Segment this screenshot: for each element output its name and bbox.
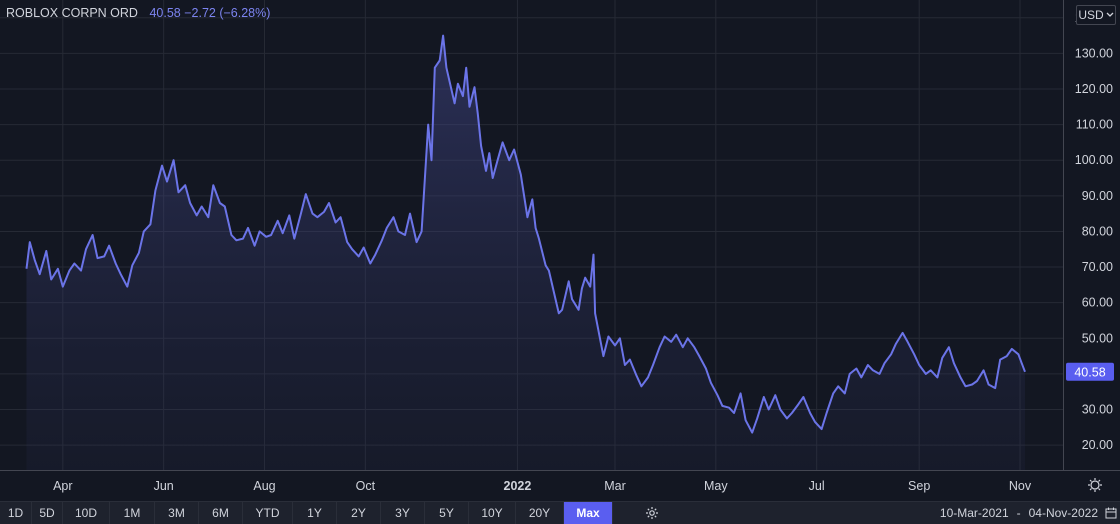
axis-settings-icon[interactable] <box>1088 478 1102 492</box>
last-value-badge <box>1066 362 1114 381</box>
range-button-max[interactable]: Max <box>564 502 613 524</box>
x-tick-label: Nov <box>1009 479 1032 493</box>
date-to[interactable]: 04-Nov-2022 <box>1028 506 1098 520</box>
currency-selector[interactable]: USD <box>1076 5 1116 25</box>
x-tick-label: Apr <box>53 479 72 493</box>
range-button-ytd[interactable]: YTD <box>243 502 293 524</box>
y-tick-label: 30.00 <box>1082 402 1113 416</box>
range-button-1d[interactable]: 1D <box>0 502 32 524</box>
range-button-3m[interactable]: 3M <box>155 502 199 524</box>
x-tick-label: Sep <box>908 479 930 493</box>
x-tick-label: 2022 <box>504 479 532 493</box>
date-separator: - <box>1016 506 1021 520</box>
x-tick-label: Jun <box>154 479 174 493</box>
y-tick-label: 130.00 <box>1075 46 1113 60</box>
range-button-1m[interactable]: 1M <box>110 502 155 524</box>
y-tick-label: 80.00 <box>1082 224 1113 238</box>
y-tick-label: 110.00 <box>1076 118 1113 132</box>
range-button-1y[interactable]: 1Y <box>293 502 337 524</box>
date-range[interactable]: 10-Mar-2021 - 04-Nov-2022 <box>936 502 1120 524</box>
y-tick-label: 20.00 <box>1082 438 1113 452</box>
x-tick-label: Oct <box>356 479 376 493</box>
settings-gear-icon[interactable] <box>641 502 663 524</box>
range-button-6m[interactable]: 6M <box>199 502 243 524</box>
x-tick-label: May <box>704 479 728 493</box>
y-tick-label: 60.00 <box>1082 296 1113 310</box>
currency-label: USD <box>1078 8 1104 22</box>
y-tick-label: 90.00 <box>1082 189 1113 203</box>
x-tick-label: Jul <box>809 479 825 493</box>
series-line <box>25 34 1026 434</box>
range-button-3y[interactable]: 3Y <box>381 502 425 524</box>
last-price: 40.58 <box>149 6 181 20</box>
y-tick-label: 50.00 <box>1082 331 1113 345</box>
last-value-label: 40.58 <box>1074 365 1105 379</box>
range-button-5y[interactable]: 5Y <box>425 502 469 524</box>
date-from[interactable]: 10-Mar-2021 <box>939 506 1009 520</box>
chevron-down-icon <box>1106 12 1114 17</box>
y-tick-label: 100.00 <box>1075 153 1113 167</box>
chart-header: ROBLOX CORPN ORD 40.58 −2.72 (−6.28%) <box>6 6 270 20</box>
series-area <box>26 35 1025 470</box>
range-button-10y[interactable]: 10Y <box>469 502 516 524</box>
range-toolbar: 1D 5D 10D 1M 3M 6M YTD 1Y 2Y 3Y 5Y 10Y 20Y Max 10-Mar… <box>0 501 1120 524</box>
range-button-20y[interactable]: 20Y <box>516 502 564 524</box>
y-tick-label: 70.00 <box>1082 260 1113 274</box>
y-tick-label: 120.00 <box>1075 82 1113 96</box>
range-button-5d[interactable]: 5D <box>32 502 63 524</box>
price-chart[interactable]: 140.00130.00120.00110.00100.0090.0080.00… <box>0 0 1120 501</box>
x-tick-label: Aug <box>253 479 275 493</box>
calendar-icon[interactable] <box>1102 502 1120 524</box>
range-button-10d[interactable]: 10D <box>63 502 110 524</box>
x-tick-label: Mar <box>604 479 626 493</box>
price-change: −2.72 (−6.28%) <box>184 6 271 20</box>
symbol-name: ROBLOX CORPN ORD <box>6 6 138 20</box>
range-button-2y[interactable]: 2Y <box>337 502 381 524</box>
